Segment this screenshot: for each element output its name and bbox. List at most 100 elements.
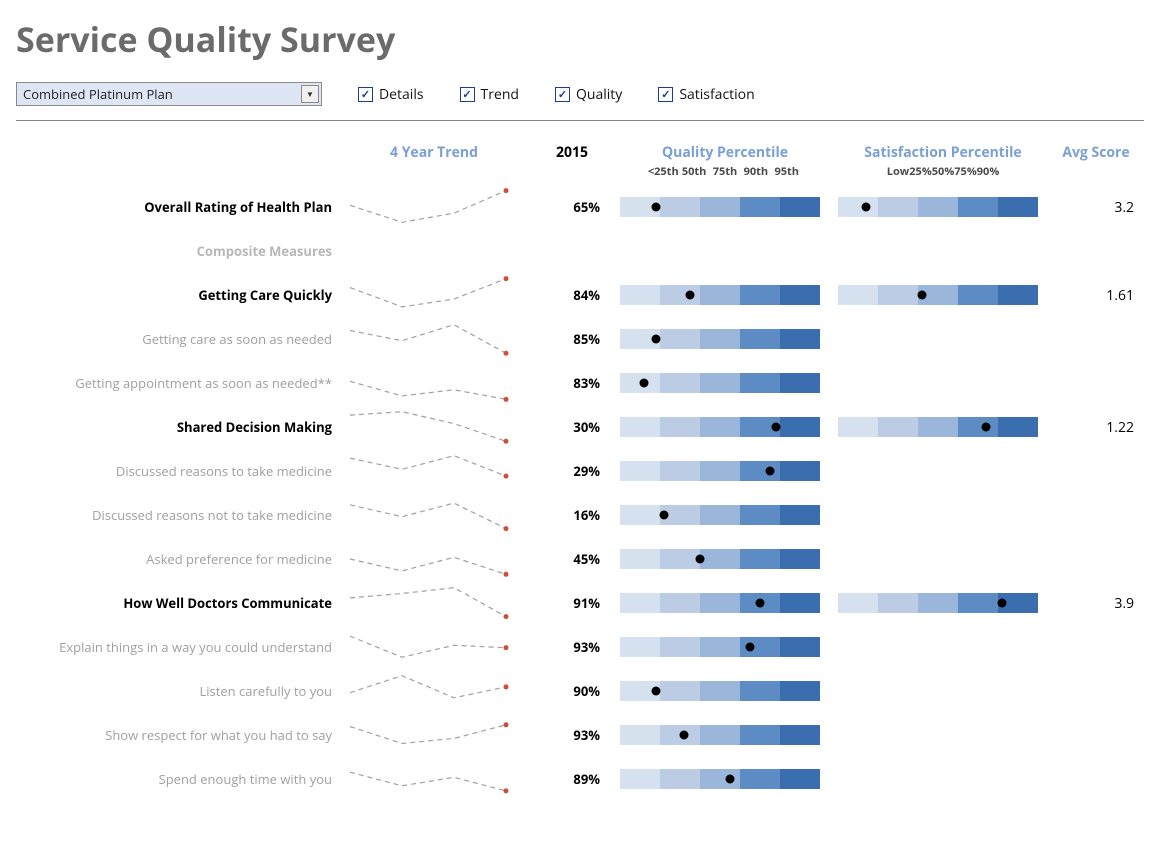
checkbox-label: Trend [481,85,519,104]
pct-cell: 30% [532,405,612,449]
percentile-segment [838,197,878,217]
row-label: Asked preference for medicine [16,537,336,581]
quality-cell [620,449,830,493]
sparkline [348,276,508,314]
percentile-segment [780,681,820,701]
satisfaction-ticks: Low25%50%75%90% [887,162,1000,179]
pct-cell: 93% [532,625,612,669]
quality-cell [620,713,830,757]
percentile-dot-icon [686,291,695,300]
header-quality: Quality Percentile <25th50th75th90th95th [620,143,830,185]
trend-cell [344,757,524,801]
trend-cell [344,493,524,537]
satisfaction-cell [838,757,1048,801]
row-label: Getting care as soon as needed [16,317,336,361]
percentile-segment [878,593,918,613]
satisfaction-cell [838,185,1048,229]
percentile-segment [620,461,660,481]
avg-cell: 3.2 [1056,185,1136,229]
percentile-segment [620,593,660,613]
percentile-segment [740,549,780,569]
percentile-dot-icon [660,511,669,520]
percentile-segment [660,549,700,569]
percentile-bar [620,197,820,217]
percentile-segment [878,285,918,305]
percentile-segment [780,285,820,305]
percentile-dot-icon [772,423,781,432]
satisfaction-cell [838,273,1048,317]
percentile-segment [660,681,700,701]
plan-select[interactable]: Combined Platinum Plan ▼ [16,82,322,106]
avg-cell: 1.61 [1056,273,1136,317]
percentile-segment [780,461,820,481]
percentile-dot-icon [982,423,991,432]
header-trend: 4 Year Trend [344,143,524,168]
percentile-segment [918,417,958,437]
row-label: Overall Rating of Health Plan [16,185,336,229]
percentile-segment [700,681,740,701]
sparkline [348,540,508,578]
percentile-segment [700,329,740,349]
avg-cell [1056,537,1136,581]
page-title: Service Quality Survey [16,16,1144,62]
percentile-segment [700,505,740,525]
checkbox-quality[interactable]: ✓Quality [555,85,622,104]
percentile-segment [998,197,1038,217]
pct-cell: 90% [532,669,612,713]
percentile-segment [740,285,780,305]
satisfaction-cell [838,361,1048,405]
checkbox-details[interactable]: ✓ Details [358,85,424,104]
tick-label: 90% [977,164,1000,179]
trend-cell [344,361,524,405]
quality-cell [620,625,830,669]
percentile-dot-icon [918,291,927,300]
checkbox-box-icon: ✓ [555,87,570,102]
checkbox-box-icon: ✓ [358,87,373,102]
percentile-segment [838,285,878,305]
checkbox-label: Details [379,85,424,104]
percentile-segment [780,197,820,217]
percentile-bar [620,417,820,437]
percentile-segment [740,769,780,789]
sparkline [348,408,508,446]
percentile-segment [700,725,740,745]
percentile-segment [740,505,780,525]
percentile-segment [660,637,700,657]
percentile-segment [958,417,998,437]
satisfaction-cell [838,625,1048,669]
satisfaction-cell [838,493,1048,537]
controls-bar: Combined Platinum Plan ▼ ✓Details✓Trend✓… [16,82,1144,121]
checkbox-satisfaction[interactable]: ✓Satisfaction [658,85,754,104]
percentile-dot-icon [652,687,661,696]
percentile-dot-icon [652,335,661,344]
checkbox-trend[interactable]: ✓Trend [460,85,519,104]
sparkline [348,452,508,490]
tick-label: 75% [954,164,977,179]
quality-cell [620,537,830,581]
pct-cell: 65% [532,185,612,229]
plan-select-value: Combined Platinum Plan [23,85,173,103]
header-avg: Avg Score [1056,143,1136,168]
percentile-bar [620,593,820,613]
row-label: Discussed reasons to take medicine [16,449,336,493]
percentile-bar [838,197,1038,217]
percentile-segment [780,329,820,349]
percentile-bar [620,285,820,305]
percentile-segment [918,197,958,217]
quality-cell [620,317,830,361]
percentile-segment [660,329,700,349]
percentile-segment [620,637,660,657]
sparkline [348,716,508,754]
percentile-segment [780,769,820,789]
quality-cell [620,669,830,713]
satisfaction-cell [838,405,1048,449]
row-label: Spend enough time with you [16,757,336,801]
empty-cell [1056,229,1136,273]
empty-cell [344,229,524,273]
sparkline [348,628,508,666]
trend-cell [344,625,524,669]
row-label: Show respect for what you had to say [16,713,336,757]
percentile-segment [780,417,820,437]
percentile-segment [700,285,740,305]
percentile-segment [998,285,1038,305]
